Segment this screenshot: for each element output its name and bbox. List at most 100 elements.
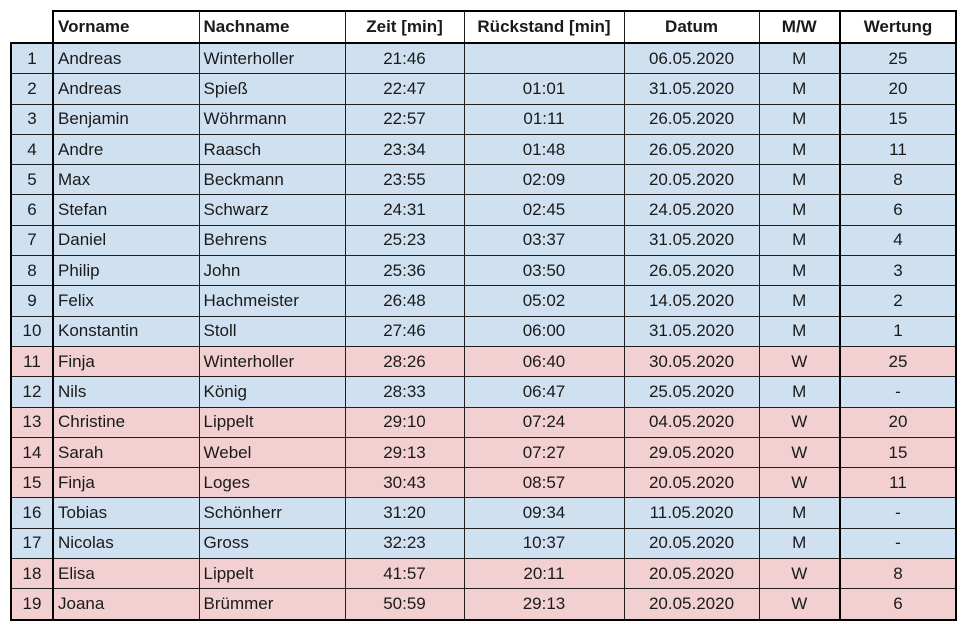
table-row: 8 Philip John 25:36 03:50 26.05.2020 M 3 [10, 255, 957, 287]
cell-gender: M [758, 194, 841, 226]
cell-date: 14.05.2020 [623, 285, 760, 317]
cell-last-name: Beckmann [198, 164, 346, 196]
results-table: Vorname Nachname Zeit [min] Rückstand [m… [10, 10, 957, 621]
cell-last-name: Wöhrmann [198, 103, 346, 135]
cell-date: 06.05.2020 [623, 42, 760, 75]
cell-last-name: Schönherr [198, 497, 346, 529]
cell-rank: 10 [10, 315, 54, 347]
table-row: 14 Sarah Webel 29:13 07:27 29.05.2020 W 15 [10, 436, 957, 469]
table-row: 3 Benjamin Wöhrmann 22:57 01:11 26.05.2020 M 15 [10, 103, 957, 135]
cell-gender: W [758, 406, 841, 438]
cell-first-name: Sarah [52, 436, 200, 469]
cell-first-name: Andreas [52, 42, 200, 75]
table-header: Vorname Nachname Zeit [min] Rückstand [m… [11, 10, 957, 44]
cell-date: 04.05.2020 [623, 406, 760, 438]
cell-gender: W [758, 436, 841, 469]
cell-gender: M [758, 376, 841, 408]
cell-score: 20 [839, 406, 957, 438]
cell-first-name: Elisa [52, 558, 200, 590]
cell-score: - [839, 527, 957, 560]
cell-first-name: Nils [52, 376, 200, 408]
table-row: 13 Christine Lippelt 29:10 07:24 04.05.2020 W 2… [10, 406, 957, 438]
cell-first-name: Benjamin [52, 103, 200, 135]
cell-score: 25 [839, 42, 957, 75]
cell-last-name: Lippelt [198, 558, 346, 590]
cell-date: 25.05.2020 [623, 376, 760, 408]
cell-first-name: Konstantin [52, 315, 200, 347]
cell-time: 22:47 [344, 73, 465, 105]
cell-score: 11 [839, 467, 957, 499]
cell-gap [463, 42, 625, 75]
table-row: 4 Andre Raasch 23:34 01:48 26.05.2020 M 11 [10, 133, 957, 166]
header-score: Wertung [839, 10, 957, 44]
cell-score: 20 [839, 73, 957, 105]
cell-time: 32:23 [344, 527, 465, 560]
cell-time: 26:48 [344, 285, 465, 317]
cell-gap: 06:00 [463, 315, 625, 347]
cell-last-name: Winterholler [198, 345, 346, 378]
cell-last-name: John [198, 255, 346, 287]
table-row: 11 Finja Winterholler 28:26 06:40 30.05.2020 W… [10, 345, 957, 378]
cell-gender: W [758, 558, 841, 590]
cell-rank: 18 [10, 558, 54, 590]
cell-rank: 15 [10, 467, 54, 499]
cell-rank: 6 [10, 194, 54, 226]
cell-last-name: Loges [198, 467, 346, 499]
cell-gap: 02:45 [463, 194, 625, 226]
cell-time: 25:36 [344, 255, 465, 287]
cell-gender: M [758, 315, 841, 347]
cell-time: 28:33 [344, 376, 465, 408]
cell-rank: 1 [10, 42, 54, 75]
cell-gap: 20:11 [463, 558, 625, 590]
cell-gap: 07:24 [463, 406, 625, 438]
cell-score: 4 [839, 224, 957, 257]
cell-date: 30.05.2020 [623, 345, 760, 378]
cell-last-name: Gross [198, 527, 346, 560]
cell-date: 26.05.2020 [623, 133, 760, 166]
cell-gap: 05:02 [463, 285, 625, 317]
cell-rank: 9 [10, 285, 54, 317]
cell-last-name: Stoll [198, 315, 346, 347]
cell-gap: 06:40 [463, 345, 625, 378]
cell-time: 29:13 [344, 436, 465, 469]
cell-rank: 7 [10, 224, 54, 257]
table-row: 9 Felix Hachmeister 26:48 05:02 14.05.2020 M 2 [10, 285, 957, 317]
cell-time: 22:57 [344, 103, 465, 135]
cell-first-name: Felix [52, 285, 200, 317]
cell-score: 8 [839, 558, 957, 590]
cell-score: - [839, 376, 957, 408]
cell-score: - [839, 497, 957, 529]
cell-gap: 01:48 [463, 133, 625, 166]
cell-gender: M [758, 224, 841, 257]
cell-date: 20.05.2020 [623, 527, 760, 560]
cell-time: 23:55 [344, 164, 465, 196]
cell-date: 20.05.2020 [623, 558, 760, 590]
cell-gap: 01:11 [463, 103, 625, 135]
table-row: 12 Nils König 28:33 06:47 25.05.2020 M - [10, 376, 957, 408]
cell-date: 11.05.2020 [623, 497, 760, 529]
cell-gender: M [758, 103, 841, 135]
cell-date: 26.05.2020 [623, 255, 760, 287]
cell-time: 50:59 [344, 588, 465, 621]
header-date: Datum [623, 10, 760, 44]
cell-first-name: Max [52, 164, 200, 196]
cell-gender: M [758, 527, 841, 560]
cell-gender: W [758, 345, 841, 378]
cell-gender: M [758, 285, 841, 317]
cell-rank: 14 [10, 436, 54, 469]
cell-score: 6 [839, 194, 957, 226]
header-gap: Rückstand [min] [463, 10, 625, 44]
header-last-name: Nachname [198, 10, 346, 44]
cell-date: 31.05.2020 [623, 73, 760, 105]
cell-rank: 2 [10, 73, 54, 105]
cell-score: 25 [839, 345, 957, 378]
table-row: 10 Konstantin Stoll 27:46 06:00 31.05.2020 M 1 [10, 315, 957, 347]
cell-gender: W [758, 467, 841, 499]
cell-gap: 02:09 [463, 164, 625, 196]
cell-last-name: Winterholler [198, 42, 346, 75]
cell-rank: 16 [10, 497, 54, 529]
table-row: 16 Tobias Schönherr 31:20 09:34 11.05.2020 M - [10, 497, 957, 529]
cell-gap: 08:57 [463, 467, 625, 499]
cell-time: 21:46 [344, 42, 465, 75]
table-row: 7 Daniel Behrens 25:23 03:37 31.05.2020 M 4 [10, 224, 957, 257]
